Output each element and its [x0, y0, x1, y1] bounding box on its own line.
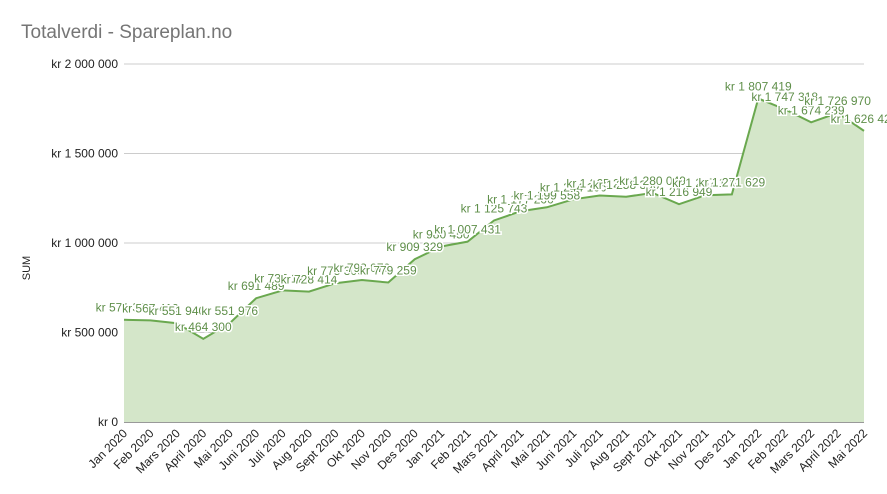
y-tick-label: kr 500 000 — [61, 326, 118, 340]
data-label: kr 551 976 — [201, 304, 258, 318]
data-label: kr 551 940 — [148, 304, 205, 318]
y-tick-label: kr 0 — [98, 415, 118, 429]
data-label: kr 1 267 100 — [672, 176, 739, 190]
data-label: kr 980 450 — [413, 227, 470, 241]
data-label: kr 1 271 629 — [698, 175, 765, 189]
y-tick-label: kr 1 500 000 — [51, 147, 118, 161]
data-label: kr 1 265 200 — [566, 177, 633, 191]
data-label: kr 567 419 — [122, 301, 179, 315]
data-label: kr 691 489 — [228, 279, 285, 293]
area — [124, 98, 864, 423]
data-label: kr 1 674 239 — [778, 103, 845, 117]
data-label: kr 464 300 — [175, 320, 232, 334]
data-label: kr 779 259 — [360, 264, 417, 278]
chart-title: Totalverdi - Spareplan.no — [21, 22, 232, 43]
data-label: kr 1 177 200 — [487, 192, 554, 206]
data-label: kr 909 329 — [386, 240, 443, 254]
data-label: kr 1 258 300 — [593, 178, 660, 192]
data-label: kr 1 726 970 — [804, 94, 871, 108]
y-tick-label: kr 2 000 000 — [51, 57, 118, 71]
data-label: kr 1 007 431 — [434, 223, 501, 237]
data-label: kr 1 199 558 — [513, 188, 580, 202]
data-label: kr 1 626 420 — [831, 112, 887, 126]
data-label: kr 1 280 049 — [619, 174, 686, 188]
data-label: kr 1 216 949 — [646, 185, 713, 199]
data-label: kr 775 300 — [307, 264, 364, 278]
y-tick-label: kr 1 000 000 — [51, 236, 118, 250]
y-axis-label: SUM — [21, 256, 33, 280]
data-label: kr 1 807 419 — [725, 79, 792, 93]
data-label: kr 571 300 — [96, 301, 153, 315]
data-label: kr 1 125 743 — [461, 201, 528, 215]
data-label: kr 735 120 — [254, 271, 311, 285]
line — [123, 97, 865, 341]
data-label: kr 1 747 318 — [751, 90, 818, 104]
data-label: kr 1 244 100 — [540, 180, 607, 194]
data-label: kr 728 414 — [281, 273, 338, 287]
data-label: kr 793 070 — [333, 261, 390, 275]
